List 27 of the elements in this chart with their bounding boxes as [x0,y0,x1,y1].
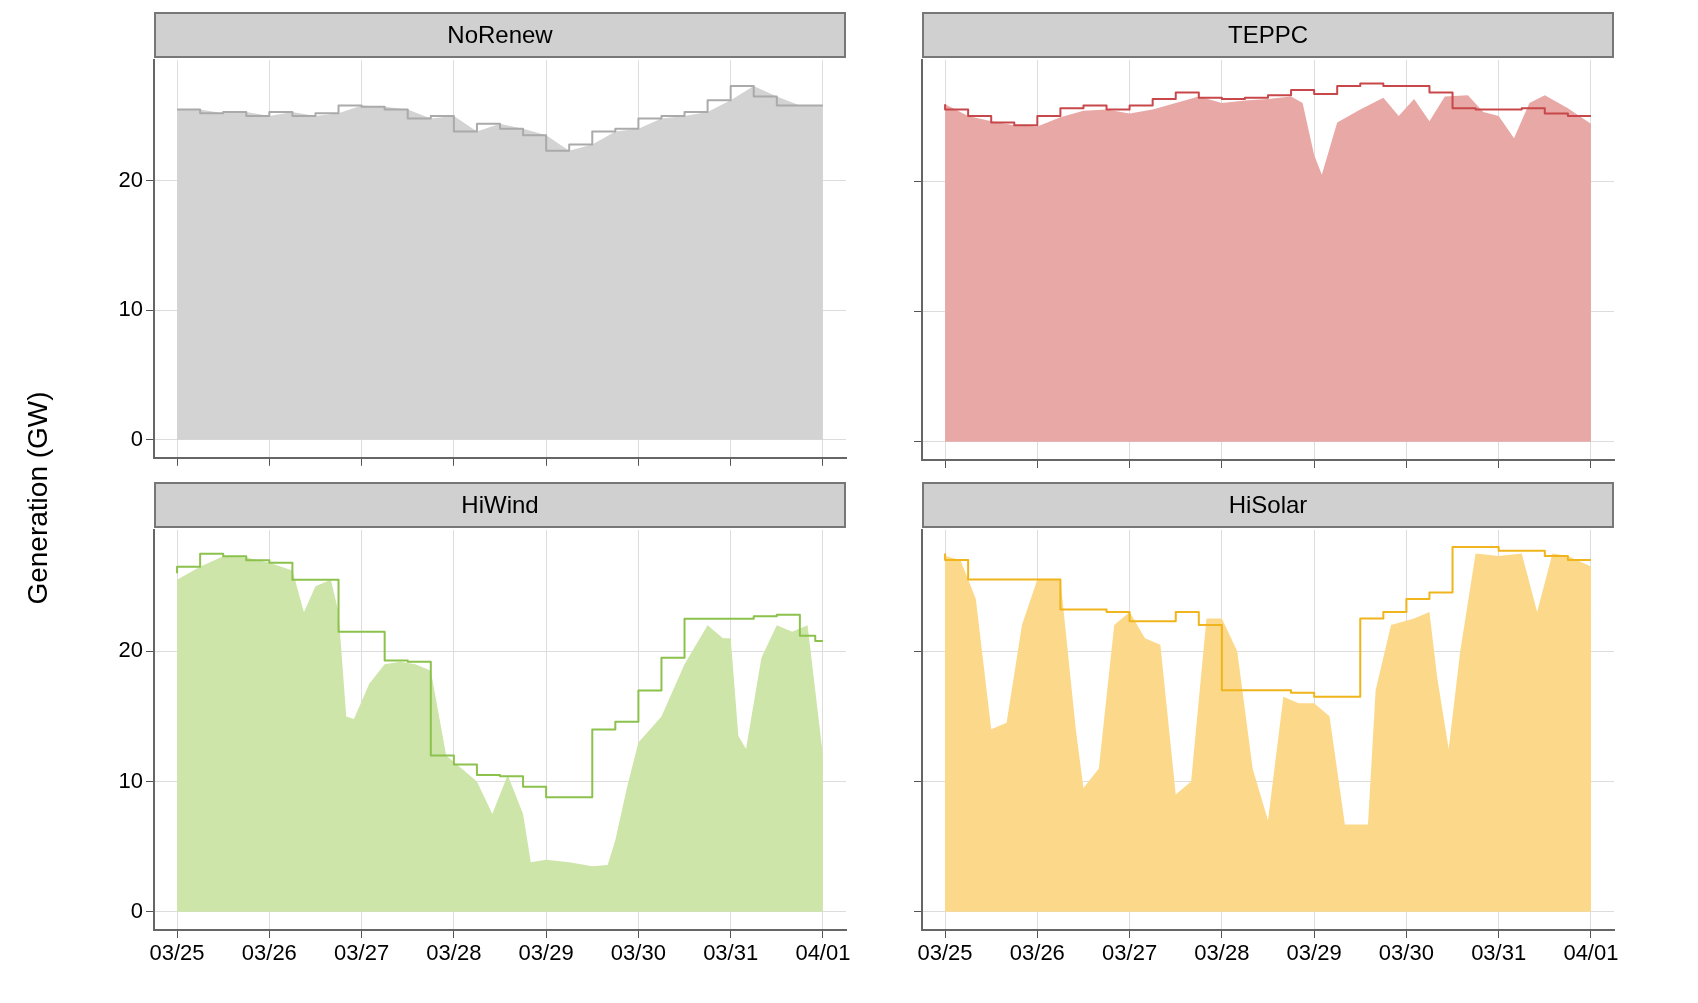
chart-title: HiSolar [922,482,1614,528]
y-tick-label: 10 [118,296,143,322]
x-tick-label: 04/01 [795,940,851,966]
x-tick-label: 03/26 [241,940,297,966]
y-tick-label: 0 [130,425,143,451]
x-tick-label: 03/26 [1009,940,1065,966]
x-tick-label: 03/27 [1102,940,1158,966]
x-tick-label: 03/30 [610,940,666,966]
chart-title: NoRenew [154,12,846,58]
x-tick-label: 03/28 [426,940,482,966]
chart-title: TEPPC [922,12,1614,58]
chart-title: HiWind [154,482,846,528]
x-tick-label: 03/30 [1378,940,1434,966]
x-tick-label: 04/01 [1563,940,1619,966]
x-tick-label: 03/25 [149,940,205,966]
y-axis-title: Generation (GW) [22,391,54,605]
x-tick-label: 03/31 [703,940,759,966]
y-tick-label: 20 [118,637,143,663]
x-tick-label: 03/31 [1471,940,1527,966]
x-tick-label: 03/28 [1194,940,1250,966]
x-tick-label: 03/29 [1286,940,1342,966]
y-tick-label: 0 [130,897,143,923]
y-tick-label: 10 [118,767,143,793]
x-tick-label: 03/27 [334,940,390,966]
x-tick-label: 03/29 [518,940,574,966]
y-tick-label: 20 [118,166,143,192]
x-tick-label: 03/25 [917,940,973,966]
